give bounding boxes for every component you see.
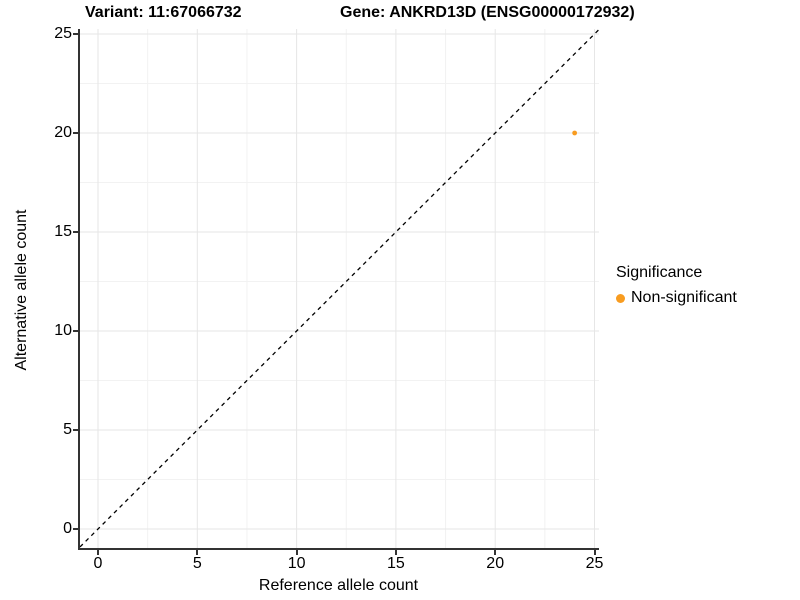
- legend-items: Non-significant: [616, 289, 737, 307]
- x-axis-title: Reference allele count: [258, 577, 419, 594]
- x-tick-label: 25: [585, 555, 604, 572]
- x-tick-mark: [494, 550, 497, 555]
- y-tick-label: 5: [63, 421, 72, 438]
- plot-title-gene: Gene: ANKRD13D (ENSG00000172932): [340, 4, 635, 21]
- x-tick-mark: [196, 550, 199, 555]
- y-tick-mark: [73, 231, 78, 233]
- identity-line: [80, 29, 599, 548]
- x-tick-mark: [593, 550, 596, 555]
- plot-panel: [78, 29, 599, 550]
- y-tick-mark: [73, 132, 78, 134]
- x-tick-mark: [97, 550, 99, 555]
- y-tick-mark: [73, 429, 78, 431]
- plot-canvas: [80, 29, 599, 548]
- y-tick-label: 25: [54, 25, 72, 42]
- y-tick-mark: [73, 33, 78, 35]
- legend-title: Significance: [616, 264, 703, 281]
- legend: Significance Non-significant: [616, 264, 737, 307]
- x-tick-label: 10: [287, 555, 306, 572]
- legend-item: Non-significant: [616, 289, 737, 307]
- x-tick-mark: [394, 550, 397, 555]
- legend-point-icon: [616, 293, 625, 303]
- y-tick-label: 15: [54, 223, 72, 240]
- y-axis-title: Alternative allele count: [13, 209, 30, 371]
- data-point: [572, 130, 578, 136]
- x-tick-mark: [295, 550, 298, 555]
- y-tick-mark: [73, 528, 78, 530]
- y-tick-mark: [73, 330, 78, 332]
- x-tick-label: 5: [192, 555, 202, 572]
- y-tick-label: 0: [63, 520, 72, 537]
- x-tick-label: 20: [486, 555, 505, 572]
- x-tick-label: 15: [386, 555, 405, 572]
- y-tick-label: 10: [54, 322, 72, 339]
- plot-title-variant: Variant: 11:67066732: [85, 4, 242, 21]
- x-tick-label: 0: [93, 555, 103, 572]
- y-tick-label: 20: [54, 124, 72, 141]
- legend-item-label: Non-significant: [631, 289, 737, 306]
